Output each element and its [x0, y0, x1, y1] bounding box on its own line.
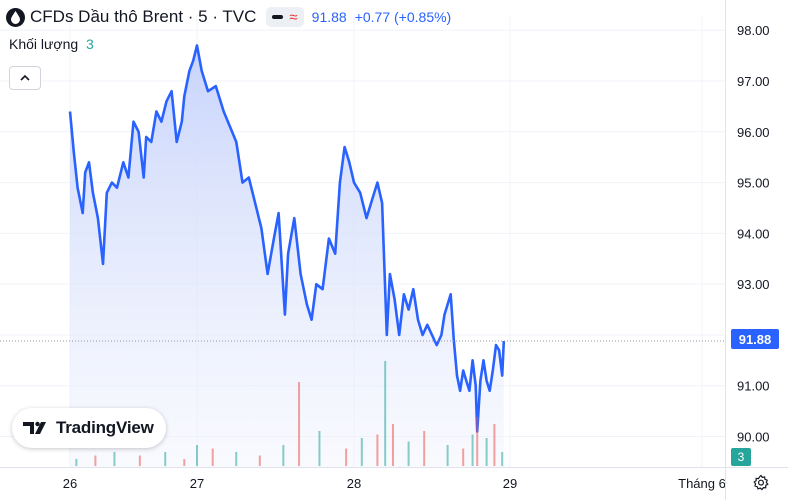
volume-bar [183, 459, 186, 466]
volume-bar [376, 434, 379, 466]
volume-last-label: 3 [731, 448, 751, 466]
volume-value: 3 [86, 36, 94, 52]
volume-bar [235, 452, 238, 466]
x-tick-label: Tháng 6 [678, 476, 726, 491]
volume-bar [462, 448, 465, 466]
price-change: +0.77 (+0.85%) [354, 9, 452, 25]
x-tick-label: 26 [63, 476, 77, 491]
y-tick-label: 91.00 [737, 379, 770, 394]
volume-bar [75, 459, 78, 466]
y-tick-label: 96.00 [737, 125, 770, 140]
volume-bar [476, 417, 479, 466]
volume-bar [345, 448, 348, 466]
y-tick-label: 93.00 [737, 277, 770, 292]
volume-legend[interactable]: Khối lượng 3 [9, 36, 94, 52]
volume-bar [164, 452, 167, 466]
volume-bar [501, 452, 504, 466]
last-price-label: 91.88 [731, 329, 779, 349]
volume-bar [423, 431, 426, 466]
price-line [68, 44, 506, 433]
volume-bar [384, 361, 387, 466]
tradingview-text: TradingView [56, 418, 154, 437]
volume-bar [298, 382, 301, 466]
tradingview-logo-icon [23, 421, 46, 434]
chart-header: CFDs Dầu thô Brent · 5 · TVC ≈ 91.88 +0.… [6, 6, 451, 28]
chevron-up-icon [20, 74, 30, 81]
y-tick-label: 95.00 [737, 176, 770, 191]
current-price: 91.88 [311, 9, 347, 25]
wave-icon: ≈ [289, 8, 298, 26]
volume-bar [471, 434, 474, 466]
volume-bar [196, 445, 198, 466]
y-tick-label: 94.00 [737, 226, 770, 241]
x-tick-label: 28 [347, 476, 361, 491]
volume-bar [211, 448, 214, 466]
settings-gear-icon[interactable] [752, 474, 770, 492]
volume-bar [485, 438, 488, 466]
x-tick-label: 27 [190, 476, 204, 491]
y-tick-label: 90.00 [737, 430, 770, 445]
volume-bar [392, 424, 394, 466]
y-tick-label: 98.00 [737, 23, 770, 38]
price-area [70, 45, 504, 467]
volume-bar [138, 455, 141, 466]
volume-label: Khối lượng [9, 36, 79, 52]
volume-bar [446, 445, 449, 466]
oil-drop-icon [6, 7, 25, 27]
tradingview-badge[interactable]: TradingView [12, 408, 166, 448]
volume-bar [258, 455, 261, 466]
volume-bar [318, 431, 321, 466]
chart-style-toggle[interactable]: ≈ [266, 7, 304, 27]
volume-bar [493, 424, 496, 466]
y-tick-label: 97.00 [737, 74, 770, 89]
collapse-button[interactable] [9, 66, 41, 90]
volume-bar [94, 455, 97, 466]
volume-bar [282, 445, 285, 466]
volume-bar [360, 438, 363, 466]
x-tick-label: 29 [503, 476, 517, 491]
volume-bar [407, 441, 410, 466]
symbol-title[interactable]: CFDs Dầu thô Brent · 5 · TVC [30, 7, 257, 26]
line-style-icon [272, 15, 284, 19]
volume-bar [113, 452, 116, 466]
